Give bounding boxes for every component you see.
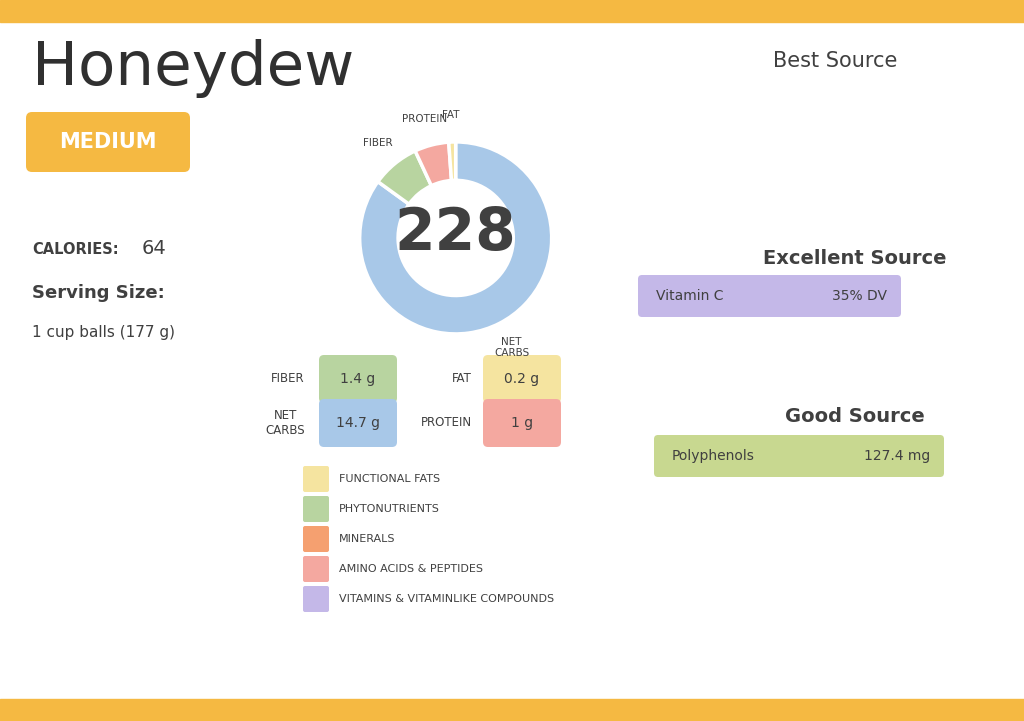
FancyBboxPatch shape	[638, 275, 901, 317]
FancyBboxPatch shape	[303, 556, 329, 582]
Text: CALORIES:: CALORIES:	[32, 242, 119, 257]
Text: PROTEIN: PROTEIN	[402, 114, 447, 124]
Text: Polyphenols: Polyphenols	[672, 449, 755, 463]
Bar	[0, 699, 1024, 721]
Wedge shape	[359, 142, 552, 334]
Text: 228: 228	[395, 205, 516, 262]
Text: PROTEIN: PROTEIN	[421, 417, 472, 430]
Wedge shape	[378, 151, 431, 204]
Text: NET
CARBS: NET CARBS	[494, 337, 529, 358]
Text: 1.4 g: 1.4 g	[340, 372, 376, 386]
FancyBboxPatch shape	[654, 435, 944, 477]
FancyBboxPatch shape	[319, 355, 397, 403]
Text: 14.7 g: 14.7 g	[336, 416, 380, 430]
Text: VITAMINS & VITAMINLIKE COMPOUNDS: VITAMINS & VITAMINLIKE COMPOUNDS	[339, 594, 554, 604]
Text: 127.4 mg: 127.4 mg	[864, 449, 930, 463]
Text: 35% DV: 35% DV	[831, 289, 887, 303]
Text: Honeydew: Honeydew	[32, 40, 354, 99]
Text: Serving Size:: Serving Size:	[32, 284, 165, 302]
Text: FAT: FAT	[442, 110, 460, 120]
FancyBboxPatch shape	[303, 496, 329, 522]
Text: 1 g: 1 g	[511, 416, 534, 430]
FancyBboxPatch shape	[303, 586, 329, 612]
Text: 1 cup balls (177 g): 1 cup balls (177 g)	[32, 325, 175, 340]
Text: FIBER: FIBER	[271, 373, 305, 386]
FancyBboxPatch shape	[303, 466, 329, 492]
Text: MINERALS: MINERALS	[339, 534, 395, 544]
Text: Good Source: Good Source	[785, 407, 925, 425]
Text: MEDIUM: MEDIUM	[59, 132, 157, 152]
Text: Excellent Source: Excellent Source	[763, 249, 947, 268]
Text: NET
CARBS: NET CARBS	[265, 409, 305, 437]
FancyBboxPatch shape	[483, 399, 561, 447]
Text: AMINO ACIDS & PEPTIDES: AMINO ACIDS & PEPTIDES	[339, 564, 483, 574]
FancyBboxPatch shape	[26, 112, 190, 172]
Text: PHYTONUTRIENTS: PHYTONUTRIENTS	[339, 504, 440, 514]
FancyBboxPatch shape	[303, 526, 329, 552]
Text: 0.2 g: 0.2 g	[505, 372, 540, 386]
Text: FIBER: FIBER	[362, 138, 392, 148]
Wedge shape	[415, 142, 452, 186]
Text: Vitamin C: Vitamin C	[656, 289, 724, 303]
FancyBboxPatch shape	[483, 355, 561, 403]
Text: Best Source: Best Source	[773, 51, 897, 71]
Text: FAT: FAT	[453, 373, 472, 386]
Wedge shape	[449, 142, 456, 180]
Text: FUNCTIONAL FATS: FUNCTIONAL FATS	[339, 474, 440, 484]
Text: 64: 64	[142, 239, 167, 259]
Bar	[0, 0, 1024, 22]
FancyBboxPatch shape	[319, 399, 397, 447]
